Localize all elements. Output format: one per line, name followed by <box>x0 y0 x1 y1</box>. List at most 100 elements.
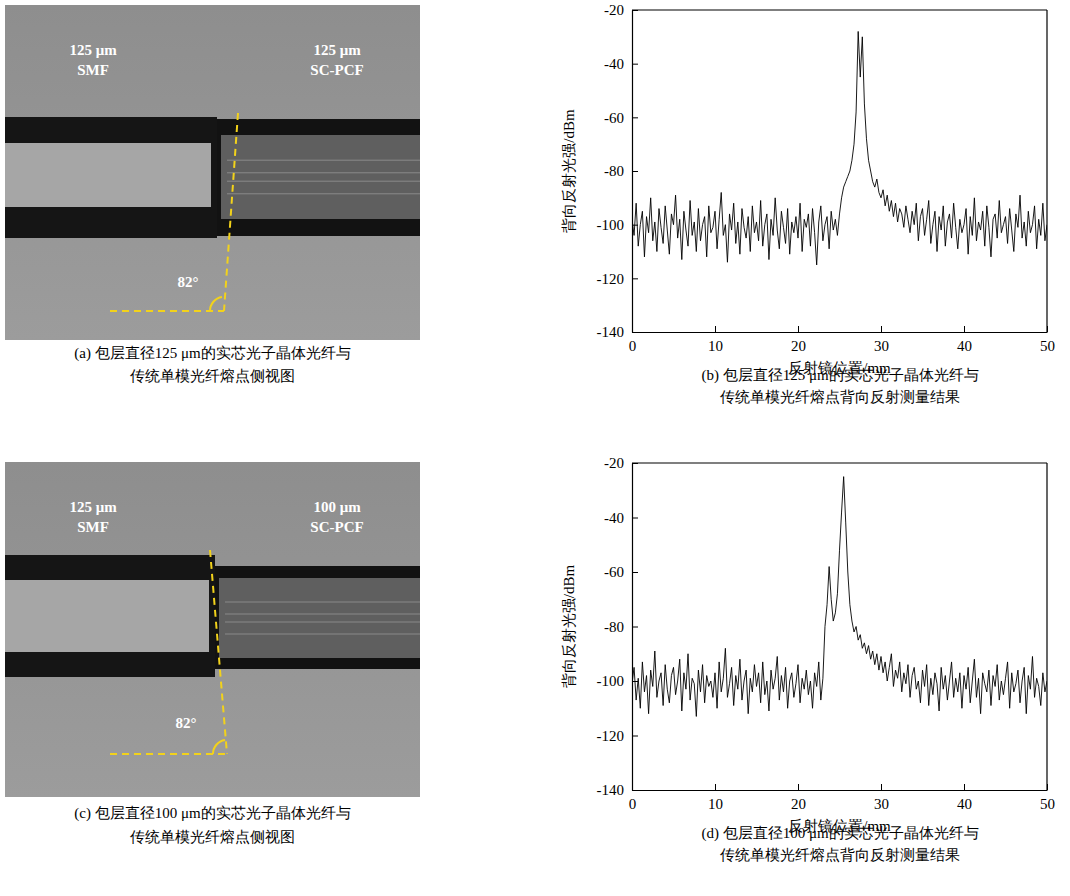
tick: -120 <box>597 728 639 744</box>
axis-line <box>633 790 1048 791</box>
tick: -140 <box>597 782 639 798</box>
tick-mark <box>632 117 638 118</box>
tick-mark <box>715 784 716 790</box>
plot-area <box>632 477 1047 717</box>
tick-label: -60 <box>604 564 624 580</box>
tick-label: -40 <box>604 510 624 526</box>
tick-label: 40 <box>957 796 972 812</box>
tick-label: 10 <box>708 338 723 354</box>
tick: -60 <box>604 564 638 580</box>
tick-mark <box>632 64 638 65</box>
tick: -80 <box>604 619 638 635</box>
pcf-hole-line <box>227 181 420 182</box>
panel-caption: (c) 包层直径100 μm的实芯光子晶体光纤与 <box>74 805 350 822</box>
fiber-label: SC-PCF <box>310 519 363 535</box>
figure: 82° 125 μm SMF 125 μm SC-PCF (a) 包层直径125 μm的实… <box>0 0 1070 896</box>
tick: 10 <box>708 784 723 812</box>
tick: -140 <box>597 324 639 340</box>
fiber-label: 125 μm <box>69 499 117 515</box>
pcf-inner-region <box>219 578 420 658</box>
pcf-cladding <box>215 566 420 669</box>
tick: 40 <box>957 326 972 354</box>
panel-caption: (d) 包层直径100 μm的实芯光子晶体光纤与 <box>701 825 978 842</box>
tick-label: 10 <box>708 796 723 812</box>
frame-right <box>1046 10 1047 332</box>
tick-label: 50 <box>1040 338 1055 354</box>
plot-area <box>632 31 1047 264</box>
tick: 30 <box>874 326 889 354</box>
pcf-hole-line <box>225 634 420 635</box>
splice-dash <box>210 550 227 754</box>
tick-label: 50 <box>1040 796 1055 812</box>
panel-caption: (b) 包层直径125 μm的实芯光子晶体光纤与 <box>701 367 978 384</box>
pcf-hole-line <box>227 172 420 173</box>
angle-label: 82° <box>176 715 197 731</box>
angle-mark <box>213 740 225 754</box>
tick-label: 0 <box>629 796 637 812</box>
axis-line <box>633 332 1048 333</box>
horizontal-dash <box>110 753 227 755</box>
pcf-hole-line <box>227 160 420 161</box>
tick-label: -20 <box>604 455 624 471</box>
tick: 40 <box>957 784 972 812</box>
tick-label: -120 <box>597 271 625 287</box>
angle-label: 82° <box>178 274 199 290</box>
smf-core-region <box>5 580 209 652</box>
tick-label: -100 <box>597 673 625 689</box>
tick-mark <box>964 784 965 790</box>
tick-mark <box>632 332 638 333</box>
panel-caption: 传统单模光纤熔点背向反射测量结果 <box>720 847 960 863</box>
tick-label: 20 <box>791 796 806 812</box>
panel-caption: 传统单模光纤熔点背向反射测量结果 <box>720 389 960 405</box>
tick-label: 0 <box>629 338 637 354</box>
pcf-hole-line <box>225 602 420 603</box>
angle-mark <box>210 297 222 311</box>
x-axis: 01020304050 <box>629 784 1055 812</box>
pcf-inner-region <box>221 135 420 219</box>
x-axis: 0 10 20 30 40 50 <box>629 326 1055 354</box>
tick: -100 <box>597 217 639 233</box>
tick-label: -140 <box>597 782 625 798</box>
fiber-label: SC-PCF <box>310 62 363 78</box>
trace <box>632 477 1047 717</box>
smf-cladding <box>5 555 215 677</box>
tick-label: -20 <box>604 2 624 18</box>
tick-mark <box>964 326 965 332</box>
panel-caption: 传统单模光纤熔点侧视图 <box>130 368 295 384</box>
tick-mark <box>632 518 638 519</box>
y-axis-title: 背向反射光强/dBm <box>561 109 577 233</box>
image-background <box>5 462 420 797</box>
tick-label: 40 <box>957 338 972 354</box>
tick-label: -60 <box>604 110 624 126</box>
splice-dash <box>224 113 238 311</box>
y-axis: -140 -120 -100 -80 -60 -40 -20 <box>597 2 639 340</box>
frame-top <box>632 9 1047 10</box>
chart: 01020304050-140-120-100-80-60-40-20反射镜位置… <box>561 455 1055 863</box>
tick-mark <box>632 171 638 172</box>
frame-right <box>1046 463 1047 790</box>
tick-label: -80 <box>604 619 624 635</box>
y-axis-title: 背向反射光强/dBm <box>561 564 577 688</box>
tick-label: -140 <box>597 324 625 340</box>
trace <box>632 31 1047 264</box>
pcf-hole-line <box>225 622 420 623</box>
pcf-hole-line <box>225 614 420 615</box>
tick-mark <box>632 790 638 791</box>
tick-label: -40 <box>604 56 624 72</box>
image-background <box>5 5 420 340</box>
fiber-label: 125 μm <box>69 42 117 58</box>
tick-mark <box>632 627 638 628</box>
tick-mark <box>881 326 882 332</box>
pcf-cladding <box>217 119 420 236</box>
tick: -40 <box>604 56 638 72</box>
chart: 01020304050-140-120-100-80-60-40-20反射镜位置… <box>561 2 1055 405</box>
tick: -120 <box>597 271 639 287</box>
fiber-label: SMF <box>77 519 109 535</box>
tick: 10 <box>708 326 723 354</box>
tick-mark <box>632 278 638 279</box>
tick-label: -120 <box>597 728 625 744</box>
tick-mark <box>632 572 638 573</box>
tick-label: -80 <box>604 163 624 179</box>
tick: 20 <box>791 326 806 354</box>
panel-caption: (a) 包层直径125 μm的实芯光子晶体光纤与 <box>74 345 350 362</box>
